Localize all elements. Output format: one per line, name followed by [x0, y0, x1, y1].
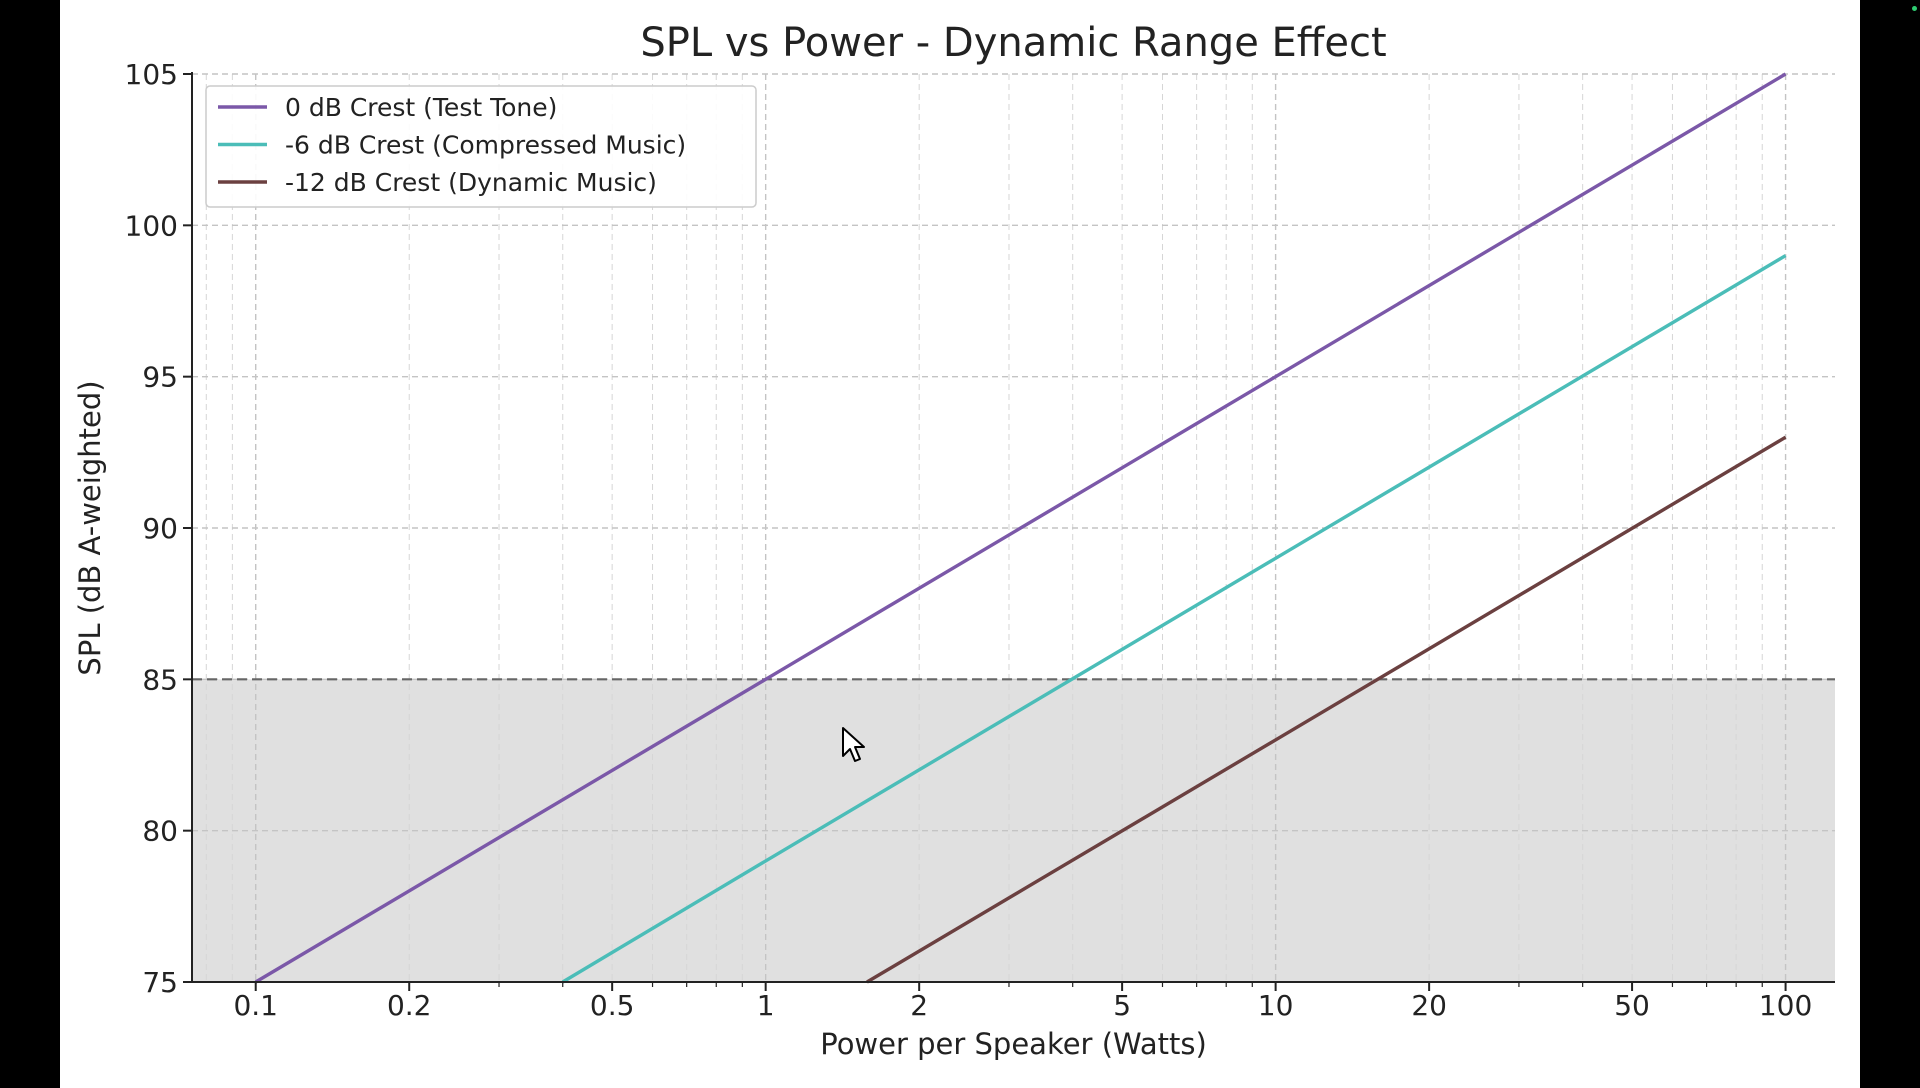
x-tick-label: 0.5 — [590, 989, 635, 1022]
legend-label-3: -12 dB Crest (Dynamic Music) — [285, 168, 657, 197]
x-tick-label: 50 — [1614, 989, 1650, 1022]
series-line-3 — [866, 435, 1787, 984]
chart-panel: 0.1 0.2 0.5 1 2 5 10 20 50 100 75 80 85 90 95 100 105 SP… — [60, 0, 1860, 1088]
x-tick-label: 10 — [1258, 989, 1294, 1022]
y-tick-label: 90 — [142, 512, 178, 545]
series-line-1 — [254, 72, 1787, 984]
tick-labels: 0.1 0.2 0.5 1 2 5 10 20 50 100 75 80 85 90 95 100 105 — [125, 58, 1813, 1022]
y-tick-label: 75 — [142, 966, 178, 999]
y-tick-label: 95 — [142, 361, 178, 394]
chart: 0.1 0.2 0.5 1 2 5 10 20 50 100 75 80 85 90 95 100 105 SP… — [73, 20, 1835, 1061]
y-tick-label: 100 — [125, 209, 178, 242]
x-axis-title: Power per Speaker (Watts) — [820, 1027, 1207, 1061]
y-axis-title: SPL (dB A-weighted) — [73, 380, 107, 675]
legend-box — [205, 85, 757, 208]
x-tick-label: 0.2 — [387, 989, 432, 1022]
legend-label-2: -6 dB Crest (Compressed Music) — [285, 131, 686, 160]
legend-label-1: 0 dB Crest (Test Tone) — [285, 93, 557, 122]
status-indicator — [1912, 6, 1917, 11]
y-tick-label: 105 — [125, 58, 178, 91]
x-tick-label: 0.1 — [233, 989, 278, 1022]
x-tick-label: 5 — [1113, 989, 1131, 1022]
x-tick-label: 2 — [910, 989, 928, 1022]
x-tick-label: 20 — [1411, 989, 1447, 1022]
series-line-2 — [561, 254, 1787, 984]
legend: 0 dB Crest (Test Tone) -6 dB Crest (Compr… — [205, 85, 757, 208]
series-layer — [254, 72, 1787, 984]
x-tick-label: 1 — [757, 989, 775, 1022]
chart-title: SPL vs Power - Dynamic Range Effect — [640, 20, 1386, 66]
y-tick-label: 85 — [142, 663, 178, 696]
y-tick-label: 80 — [142, 815, 178, 848]
mouse-pointer-icon — [842, 727, 865, 762]
x-tick-label: 100 — [1759, 989, 1812, 1022]
